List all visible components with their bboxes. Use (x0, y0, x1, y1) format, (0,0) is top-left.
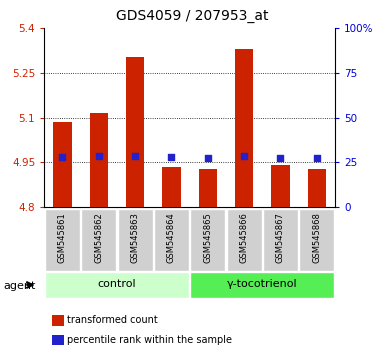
Bar (81, 209, 116, 271)
Bar (263, 209, 298, 271)
Bar (235, 49, 253, 207)
Text: GSM545862: GSM545862 (94, 212, 103, 263)
Bar (45, 209, 80, 271)
Bar (227, 209, 261, 271)
Bar (45, 272, 189, 298)
Text: transformed count: transformed count (67, 315, 158, 325)
Bar (190, 209, 225, 271)
Text: agent: agent (4, 281, 36, 291)
Point (132, 153, 138, 159)
Text: GSM545865: GSM545865 (203, 212, 212, 263)
Text: GSM545864: GSM545864 (167, 212, 176, 263)
Text: percentile rank within the sample: percentile rank within the sample (67, 335, 233, 345)
Bar (54, 122, 72, 207)
Bar (126, 57, 144, 207)
Bar (190, 272, 334, 298)
Text: GDS4059 / 207953_at: GDS4059 / 207953_at (116, 9, 269, 23)
Bar (154, 209, 189, 271)
Bar (308, 169, 326, 207)
Point (314, 155, 320, 161)
Text: control: control (98, 279, 136, 290)
Bar (300, 209, 334, 271)
Point (241, 153, 247, 159)
Text: GSM545867: GSM545867 (276, 212, 285, 263)
Bar (90, 113, 108, 207)
Bar (199, 169, 217, 207)
Text: γ-tocotrienol: γ-tocotrienol (227, 279, 298, 290)
Point (205, 155, 211, 161)
Bar (118, 209, 152, 271)
Text: GSM545861: GSM545861 (58, 212, 67, 263)
Point (168, 154, 174, 160)
Bar (162, 167, 181, 207)
Bar (271, 165, 290, 207)
Point (277, 155, 283, 161)
Text: GSM545868: GSM545868 (312, 212, 321, 263)
Text: GSM545866: GSM545866 (239, 212, 249, 263)
Point (59, 154, 65, 160)
Point (96, 154, 102, 159)
Text: GSM545863: GSM545863 (131, 212, 140, 263)
